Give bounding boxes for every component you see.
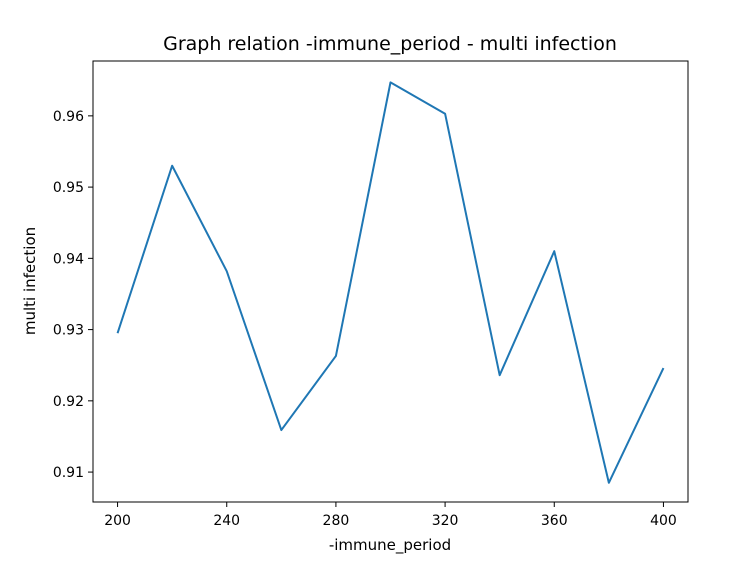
series-layer [116, 81, 665, 484]
y-tick-label: 0.91 [53, 465, 84, 481]
chart-title: Graph relation -immune_period - multi in… [163, 33, 617, 55]
x-tick-label: 240 [213, 513, 240, 529]
x-tick-label: 360 [541, 513, 568, 529]
x-tick-label: 280 [323, 513, 350, 529]
y-tick-label: 0.94 [53, 251, 84, 267]
x-axis-ticks: 200 240 280 320 360 400 [104, 502, 677, 529]
x-tick-label: 320 [432, 513, 459, 529]
y-tick-label: 0.95 [53, 180, 84, 196]
y-tick-label: 0.93 [53, 323, 84, 339]
y-axis-label: multi infection [21, 227, 39, 335]
y-axis-ticks: 0.91 0.92 0.93 0.94 0.95 0.96 [53, 109, 93, 481]
y-tick-label: 0.92 [53, 394, 84, 410]
x-axis-label: -immune_period [329, 536, 451, 555]
x-tick-label: 400 [650, 513, 677, 529]
plot-area-frame [92, 60, 689, 503]
y-tick-label: 0.96 [53, 109, 84, 125]
x-tick-label: 200 [104, 513, 131, 529]
